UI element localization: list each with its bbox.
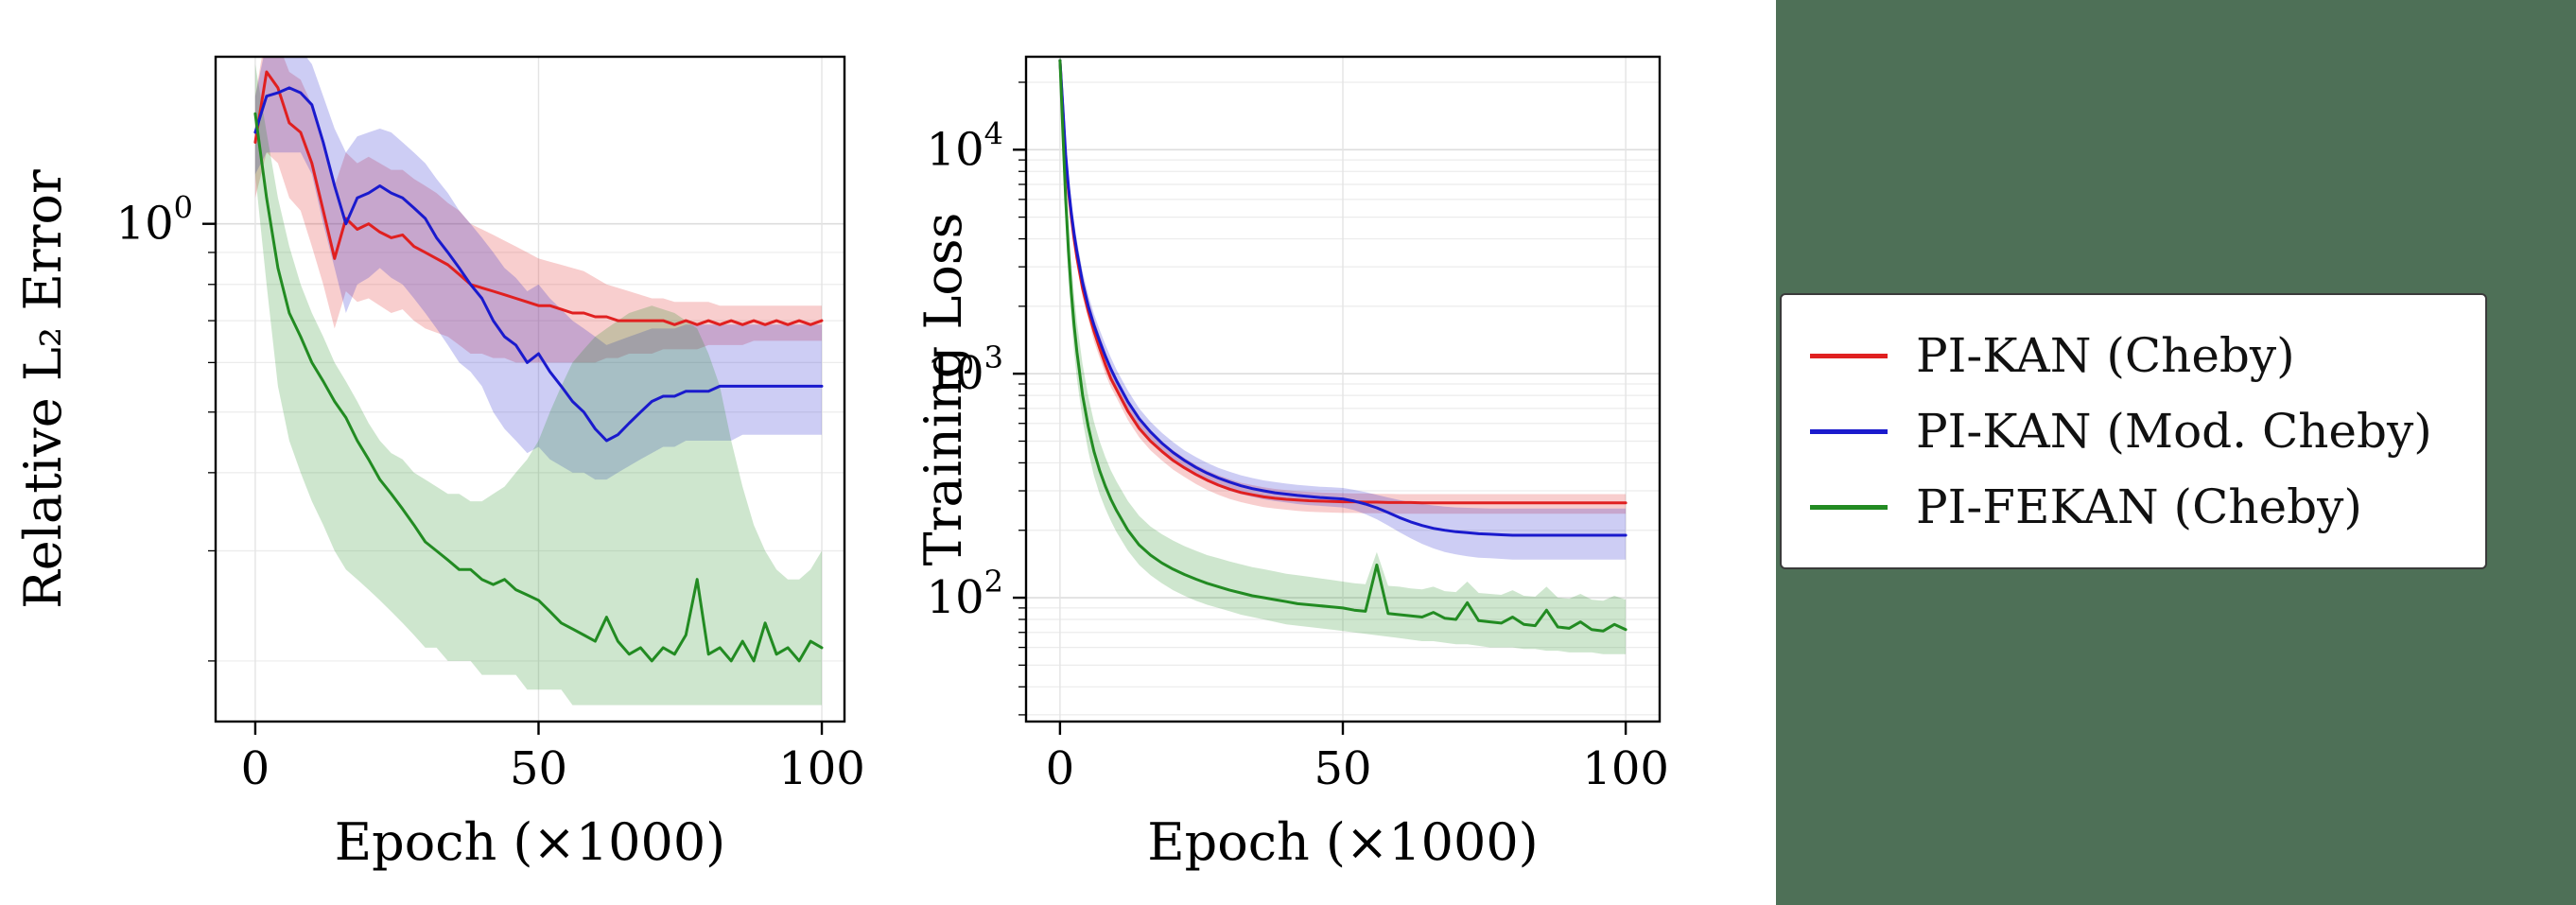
x-tick-label: 100 xyxy=(778,742,865,795)
legend-item-pi-kan-mod-cheby: PI-KAN (Mod. Cheby) xyxy=(1810,403,2457,459)
relative-l2-error-chart: 0 50 100 100 Epoch (×1000) Relative L₂ Error xyxy=(13,55,865,872)
PI-FEKAN (Cheby)-band xyxy=(254,63,822,705)
legend-item-pi-kan-cheby: PI-KAN (Cheby) xyxy=(1810,327,2457,383)
PI-FEKAN (Cheby)-line xyxy=(1058,59,1627,633)
plot-border xyxy=(214,55,846,723)
PI-KAN (Mod. Cheby)-line xyxy=(253,86,824,443)
PI-KAN (Mod. Cheby)-band xyxy=(1059,57,1627,560)
y-axis-label: Training Loss xyxy=(914,213,973,566)
legend-label-pi-kan-cheby: PI-KAN (Cheby) xyxy=(1916,327,2295,383)
y-tick-label: 102 xyxy=(927,564,1003,624)
PI-KAN (Cheby)-line xyxy=(1058,59,1627,505)
x-axis-label: Epoch (×1000) xyxy=(1147,812,1539,872)
x-tick-label: 50 xyxy=(1314,742,1371,795)
legend: PI-KAN (Cheby) PI-KAN (Mod. Cheby) PI-FE… xyxy=(1780,293,2487,569)
PI-KAN (Mod. Cheby)-band xyxy=(254,57,822,480)
x-tick-label: 100 xyxy=(1582,742,1669,795)
legend-label-pi-kan-mod-cheby: PI-KAN (Mod. Cheby) xyxy=(1916,403,2432,459)
PI-KAN (Mod. Cheby)-line xyxy=(1058,59,1627,537)
x-tick-label: 50 xyxy=(510,742,567,795)
green-line-swatch xyxy=(1810,504,1888,510)
legend-label-pi-fekan-cheby: PI-FEKAN (Cheby) xyxy=(1916,479,2362,534)
blue-line-swatch xyxy=(1810,428,1888,434)
x-tick-label: 0 xyxy=(1046,742,1075,795)
x-tick-label: 0 xyxy=(241,742,270,795)
x-axis-label: Epoch (×1000) xyxy=(335,812,726,872)
red-line-swatch xyxy=(1810,353,1888,358)
y-tick-label: 104 xyxy=(927,115,1003,176)
PI-KAN (Cheby)-band xyxy=(254,57,822,363)
PI-KAN (Cheby)-line xyxy=(253,70,824,326)
y-tick-label: 100 xyxy=(116,190,193,251)
legend-item-pi-fekan-cheby: PI-FEKAN (Cheby) xyxy=(1810,479,2457,534)
y-axis-label: Relative L₂ Error xyxy=(13,169,73,609)
PI-FEKAN (Cheby)-line xyxy=(253,112,824,663)
figure-relative-l2-error: 0 50 100 100 Epoch (×1000) Relative L₂ Error xyxy=(0,0,908,905)
figure-training-loss: 0 50 100 102 103 104 Epoch (×1000) Training Los… xyxy=(908,0,1778,905)
training-loss-chart: 0 50 100 102 103 104 Epoch (×1000) Training Los… xyxy=(914,55,1669,872)
y-tick-label: 103 xyxy=(927,339,1003,400)
